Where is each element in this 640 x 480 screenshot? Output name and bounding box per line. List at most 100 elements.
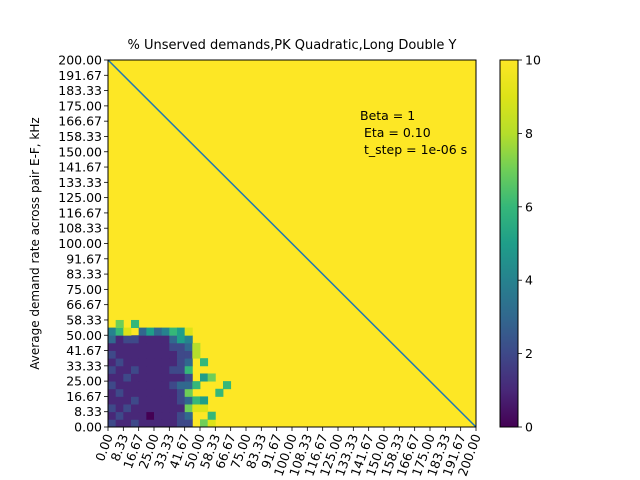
heatmap-cell <box>177 396 186 405</box>
y-tick-label: 175.00 <box>58 98 102 113</box>
heatmap-cell <box>131 419 140 427</box>
y-tick-label: 150.00 <box>58 144 102 159</box>
heatmap-cell <box>131 319 140 329</box>
colorbar-tick-label: 10 <box>525 53 541 68</box>
heatmap-cell <box>108 396 117 405</box>
heatmap-cell <box>146 327 155 336</box>
heatmap-cell <box>108 404 117 413</box>
heatmap-cell <box>177 381 186 390</box>
heatmap-cell <box>123 350 132 359</box>
heatmap-cell <box>184 327 193 336</box>
heatmap-cell <box>138 327 147 336</box>
heatmap-cell <box>223 381 232 390</box>
y-axis: 0.008.3316.6725.0033.3341.6750.0058.3366… <box>58 53 108 435</box>
heatmap-cell <box>177 388 186 397</box>
heatmap-cell <box>108 365 117 374</box>
heatmap-cell <box>177 373 186 382</box>
y-tick-label: 108.33 <box>58 221 102 236</box>
heatmap-cell <box>115 327 124 336</box>
heatmap-cell <box>184 365 193 374</box>
heatmap-cell <box>146 335 155 344</box>
y-tick-label: 125.00 <box>58 190 102 205</box>
heatmap-cell <box>108 358 117 367</box>
heatmap-cell <box>177 335 186 344</box>
heatmap-cell <box>138 404 147 413</box>
heatmap-cell <box>192 404 201 413</box>
heatmap-cell <box>177 365 186 374</box>
heatmap-cell <box>177 350 186 359</box>
heatmap-cell <box>138 358 147 367</box>
heatmap-cell <box>184 373 193 382</box>
heatmap-cell <box>108 342 117 351</box>
heatmap-cell <box>131 388 140 397</box>
heatmap-cell <box>200 419 209 427</box>
heatmap-cell <box>108 381 117 390</box>
heatmap-cell <box>138 411 147 420</box>
heatmap-cell <box>138 396 147 405</box>
heatmap-cell <box>115 350 124 359</box>
heatmap-cell <box>184 388 193 397</box>
heatmap-cell <box>161 396 170 405</box>
heatmap-cell <box>169 388 178 397</box>
heatmap-cell <box>131 365 140 374</box>
heatmap-cell <box>177 327 186 336</box>
heatmap-cell <box>123 335 132 344</box>
heatmap-cell <box>154 404 163 413</box>
heatmap-cell <box>207 419 216 427</box>
heatmap-cell <box>154 335 163 344</box>
heatmap-cell <box>154 419 163 427</box>
heatmap-cell <box>184 381 193 390</box>
y-tick-label: 183.33 <box>58 83 102 98</box>
heatmap-cell <box>146 419 155 427</box>
heatmap-cell <box>123 358 132 367</box>
heatmap-cell <box>184 358 193 367</box>
heatmap-cell <box>161 365 170 374</box>
y-tick-label: 100.00 <box>58 236 102 251</box>
heatmap-cell <box>177 419 186 427</box>
heatmap-cell <box>154 373 163 382</box>
heatmap-cell <box>146 342 155 351</box>
colorbar-tick-label: 4 <box>525 273 533 288</box>
heatmap-cell <box>146 350 155 359</box>
heatmap-cell <box>154 342 163 351</box>
heatmap-cell <box>123 373 132 382</box>
annotation-line: t_step = 1e-06 s <box>360 142 467 157</box>
x-axis: 0.008.3316.6725.0033.3341.6750.0058.3366… <box>92 427 484 478</box>
heatmap-cell <box>169 411 178 420</box>
heatmap-cell <box>131 411 140 420</box>
y-tick-label: 58.33 <box>66 312 102 327</box>
heatmap-cell <box>108 335 117 344</box>
heatmap-cell <box>131 358 140 367</box>
heatmap-cell <box>115 419 124 427</box>
heatmap-cell <box>131 396 140 405</box>
heatmap-cell <box>115 411 124 420</box>
heatmap-cell <box>123 365 132 374</box>
heatmap-cell <box>138 335 147 344</box>
heatmap-cell <box>138 350 147 359</box>
heatmap-cell <box>131 373 140 382</box>
heatmap-cell <box>177 411 186 420</box>
chart-title: % Unserved demands,PK Quadratic,Long Dou… <box>128 38 457 53</box>
diagonal-line <box>108 60 476 427</box>
heatmap-cell <box>108 388 117 397</box>
heatmap-cell <box>154 350 163 359</box>
heatmap-cell <box>115 319 124 329</box>
heatmap-cell <box>123 396 132 405</box>
heatmap-cell <box>154 327 163 336</box>
heatmap-cell <box>177 358 186 367</box>
heatmap-cell <box>146 396 155 405</box>
annotation: Beta = 1 Eta = 0.10 t_step = 1e-06 s <box>360 108 467 157</box>
heatmap-cell <box>161 350 170 359</box>
heatmap-cell <box>115 404 124 413</box>
y-tick-label: 25.00 <box>66 374 102 389</box>
heatmap-cell <box>108 411 117 420</box>
heatmap-cell <box>115 396 124 405</box>
heatmap-cell <box>184 335 193 344</box>
heatmap-cell <box>123 404 132 413</box>
heatmap-cell <box>184 350 193 359</box>
heatmap-cell <box>123 342 132 351</box>
y-tick-label: 200.00 <box>58 53 102 68</box>
heatmap-cell <box>200 358 209 367</box>
y-tick-label: 16.67 <box>66 389 102 404</box>
